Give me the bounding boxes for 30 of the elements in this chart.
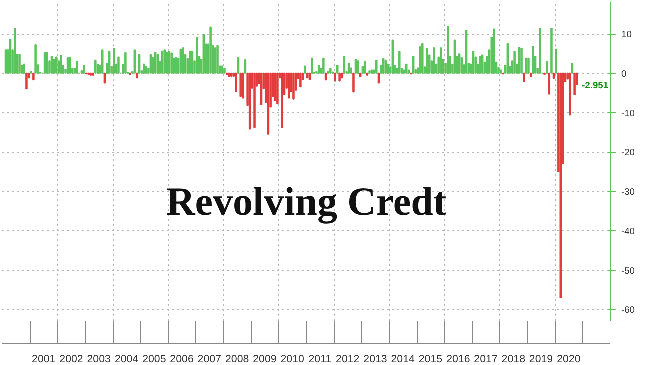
y-tick-label: -20 [622,148,635,158]
x-tick-label: 2006 [170,354,194,365]
x-tick-label: 2017 [474,354,498,365]
x-tick-label: 2009 [253,354,277,365]
x-tick-label: 2003 [87,354,112,365]
y-tick-label: 10 [622,30,632,40]
text: Revolving Credt [166,178,448,224]
y-tick-label: 0 [622,68,627,79]
y-tick-label: -50 [622,266,635,276]
x-tick-label: 2018 [502,354,526,365]
x-tick-label: 2015 [418,354,443,365]
y-tick-label: -40 [622,226,635,236]
y-tick-label: -30 [622,187,635,198]
annotation: -2.951 [582,80,609,91]
x-tick-label: 2019 [529,354,554,365]
x-tick-label: 2014 [391,354,416,365]
x-tick-label: 2016 [446,354,470,365]
x-tick-label: 2013 [364,354,388,365]
x-tick-label: 2010 [280,354,305,365]
x-tick-label: 2001 [32,354,56,365]
y-tick-label: -10 [622,108,635,118]
x-tick-label: 2011 [308,354,332,365]
x-tick-label: 2012 [336,354,360,365]
x-tick-label: 2002 [60,354,84,365]
x-tick-label: 2007 [198,354,222,365]
x-tick-label: 2020 [557,354,581,365]
x-tick-label: 2008 [225,354,250,365]
x-tick-label: 2005 [142,354,166,365]
y-tick-label: -60 [622,305,635,316]
x-tick-label: 2004 [114,354,139,365]
